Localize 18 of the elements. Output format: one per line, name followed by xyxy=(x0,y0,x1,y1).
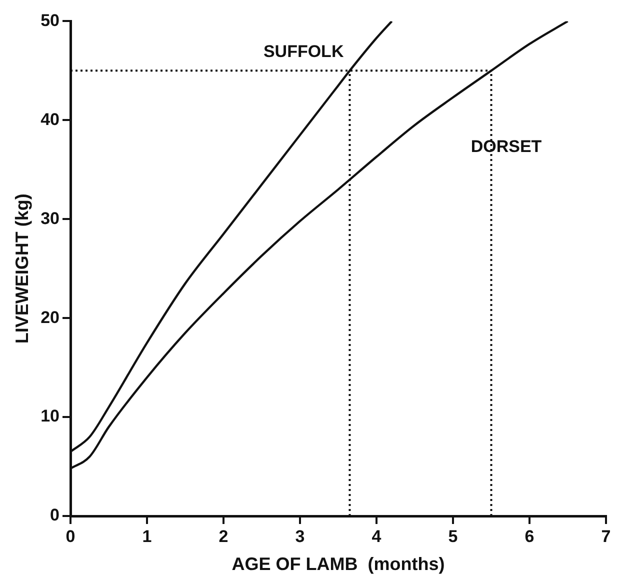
x-tick-label: 1 xyxy=(142,526,152,546)
y-tick-label: 0 xyxy=(50,506,60,525)
x-tick-label: 5 xyxy=(448,526,458,546)
y-tick-label: 20 xyxy=(40,308,60,327)
y-axis-title: LIVEWEIGHT (kg) xyxy=(12,194,32,344)
y-tick-label: 10 xyxy=(40,406,60,426)
x-tick-label: 2 xyxy=(218,526,228,546)
x-tick-label: 0 xyxy=(66,526,76,546)
y-tick-label: 30 xyxy=(40,208,60,228)
x-tick-label: 4 xyxy=(372,526,382,546)
series-label: SUFFOLK xyxy=(263,42,344,61)
x-tick-label: 3 xyxy=(295,526,305,546)
y-tick-label: 40 xyxy=(40,110,60,129)
text: DORSET xyxy=(470,136,542,156)
x-axis-title: AGE OF LAMB (months) xyxy=(232,554,445,574)
x-tick-label: 7 xyxy=(601,526,611,546)
y-tick-label: 50 xyxy=(40,10,60,30)
x-tick-label: 6 xyxy=(524,526,534,546)
